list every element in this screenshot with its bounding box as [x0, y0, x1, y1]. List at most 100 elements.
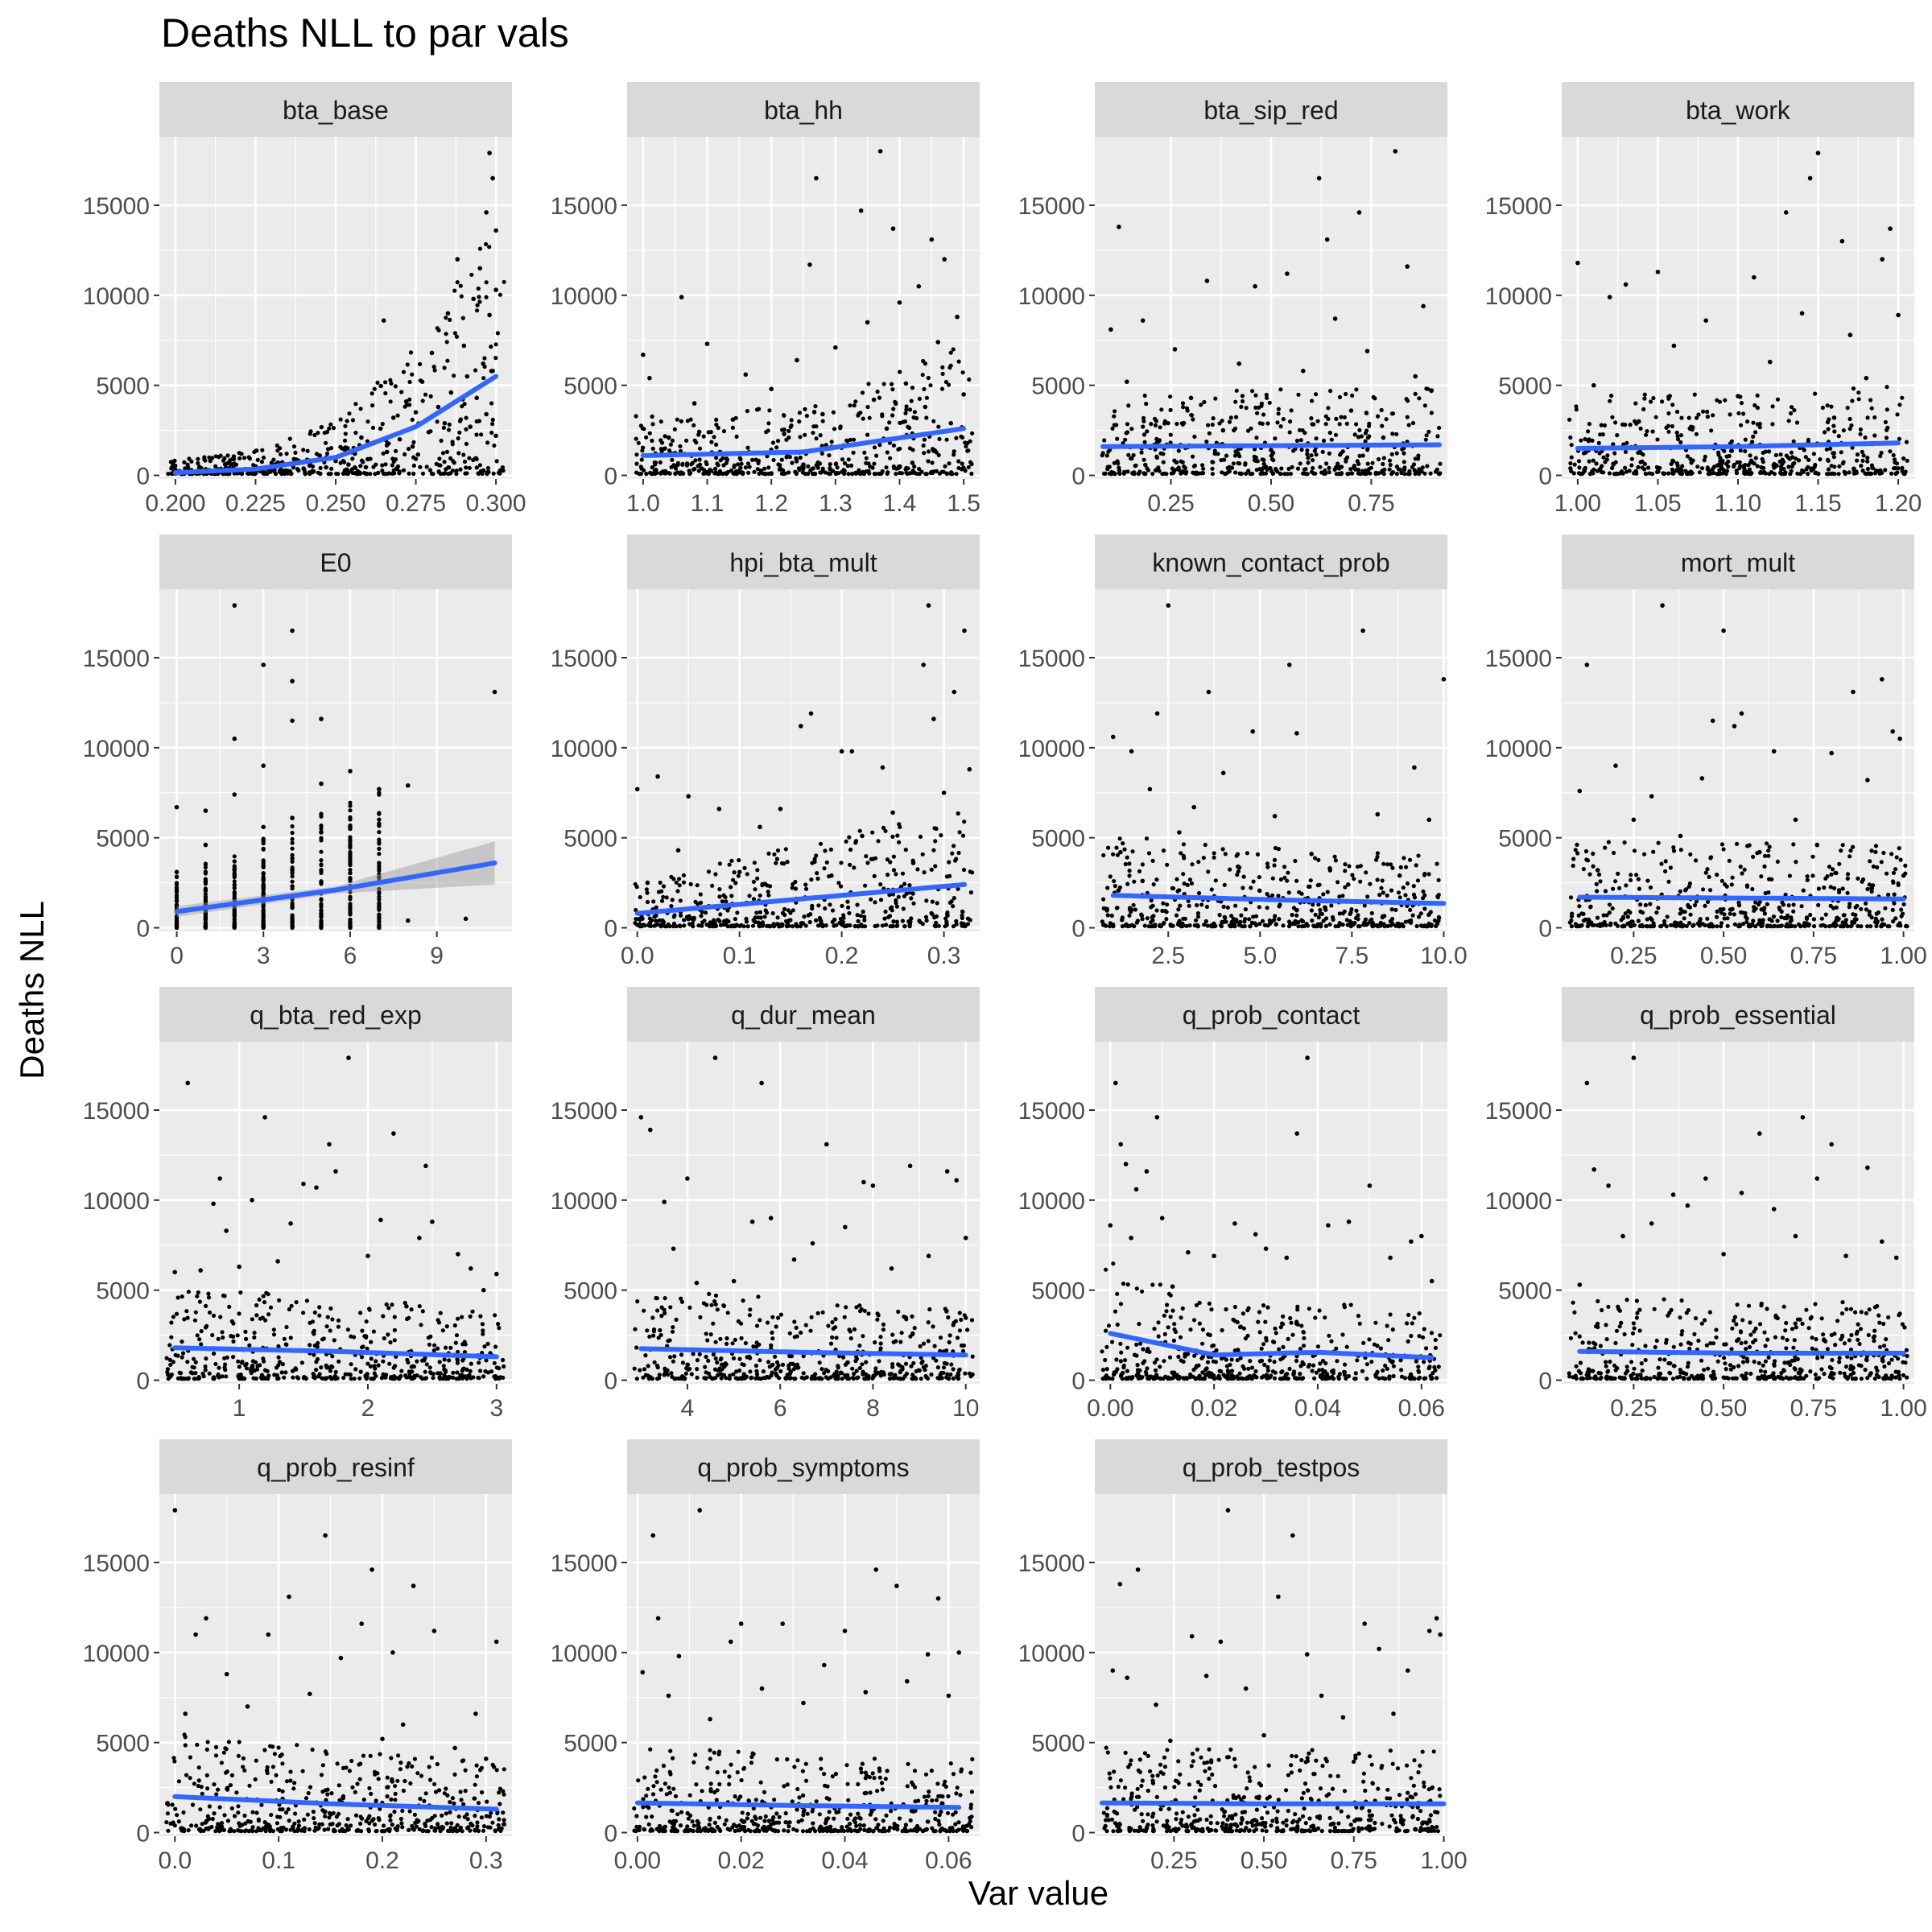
- point: [803, 407, 807, 411]
- point: [1604, 913, 1609, 918]
- point: [1348, 910, 1353, 915]
- point: [1702, 458, 1707, 463]
- point: [358, 1311, 363, 1315]
- point: [724, 457, 730, 463]
- point: [633, 881, 638, 886]
- point: [1142, 923, 1147, 928]
- point: [880, 412, 885, 417]
- point: [1865, 466, 1870, 472]
- point: [864, 854, 869, 859]
- point: [1607, 910, 1612, 915]
- point: [204, 1303, 208, 1308]
- point: [1150, 903, 1155, 908]
- point: [1690, 923, 1695, 928]
- point: [203, 879, 208, 884]
- point: [1638, 426, 1643, 431]
- point: [677, 877, 682, 881]
- point: [1117, 885, 1122, 890]
- point: [1781, 460, 1786, 464]
- point: [833, 462, 838, 467]
- point: [277, 1298, 282, 1302]
- point: [1118, 849, 1123, 855]
- point: [1277, 917, 1282, 922]
- point: [196, 456, 200, 461]
- point: [290, 718, 295, 724]
- point: [232, 874, 237, 879]
- point: [1715, 909, 1719, 914]
- point: [932, 923, 937, 928]
- point: [1181, 470, 1186, 475]
- point: [1269, 457, 1275, 462]
- strip-E0: [159, 535, 512, 589]
- point: [1757, 918, 1762, 923]
- point: [1615, 433, 1620, 438]
- point: [1790, 464, 1794, 469]
- point: [355, 469, 360, 473]
- point: [652, 914, 657, 919]
- point: [1886, 892, 1891, 898]
- point: [1595, 889, 1600, 894]
- point: [1852, 466, 1856, 471]
- point: [1113, 472, 1117, 477]
- point: [1219, 924, 1224, 929]
- y-tick-label: 10000: [1018, 736, 1085, 762]
- point: [393, 457, 398, 462]
- point: [891, 854, 896, 859]
- point: [766, 893, 771, 898]
- point: [501, 468, 506, 473]
- point: [1889, 471, 1894, 476]
- point: [1639, 923, 1645, 927]
- point: [1174, 913, 1179, 918]
- point: [1157, 469, 1162, 473]
- point: [902, 894, 906, 898]
- point: [872, 461, 877, 466]
- point: [319, 830, 324, 835]
- point: [1294, 438, 1300, 444]
- point: [654, 468, 658, 473]
- point: [495, 331, 501, 336]
- point: [1265, 861, 1270, 866]
- point: [1755, 406, 1761, 411]
- point: [832, 923, 836, 928]
- point: [1688, 456, 1693, 461]
- point: [1625, 914, 1630, 919]
- point: [261, 877, 266, 881]
- point: [490, 175, 495, 181]
- point: [881, 382, 886, 386]
- point: [1655, 437, 1660, 442]
- point: [644, 472, 649, 477]
- point: [1223, 852, 1228, 857]
- point: [1899, 907, 1904, 912]
- point: [1339, 415, 1344, 419]
- point: [1305, 452, 1310, 456]
- point: [1288, 922, 1293, 927]
- point: [231, 1339, 236, 1344]
- point: [1323, 907, 1328, 912]
- point: [1241, 398, 1245, 404]
- point: [280, 1362, 285, 1367]
- point: [904, 407, 909, 412]
- point: [301, 448, 306, 452]
- point: [714, 442, 719, 448]
- point: [1141, 432, 1147, 437]
- point: [1879, 860, 1884, 865]
- point: [1746, 923, 1752, 928]
- point: [956, 850, 961, 856]
- point: [800, 470, 806, 475]
- point: [1414, 923, 1419, 929]
- strip-label: hpi_bta_mult: [729, 548, 877, 577]
- x-tick-label: 9: [430, 943, 444, 969]
- point: [782, 471, 788, 476]
- point: [319, 814, 324, 819]
- point: [1836, 472, 1841, 477]
- point: [1787, 873, 1792, 878]
- point: [1568, 466, 1573, 471]
- point: [1829, 471, 1834, 477]
- point: [718, 912, 723, 917]
- point: [1195, 910, 1200, 916]
- point: [924, 395, 929, 400]
- point: [1402, 472, 1407, 477]
- point: [1848, 848, 1853, 853]
